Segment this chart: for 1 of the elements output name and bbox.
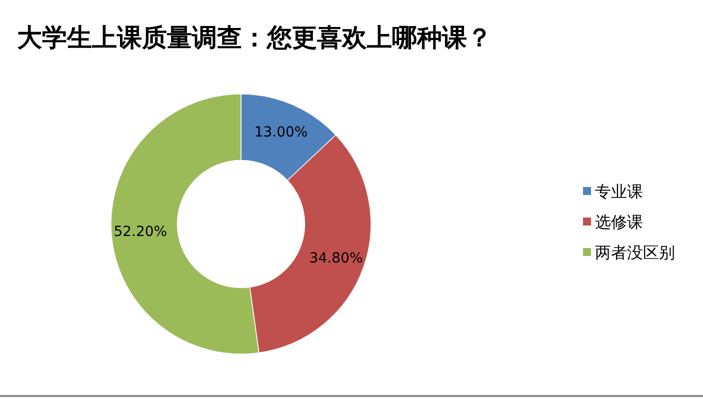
title: 大学生上课质量调查：您更喜欢上哪种课？ [17, 23, 492, 52]
